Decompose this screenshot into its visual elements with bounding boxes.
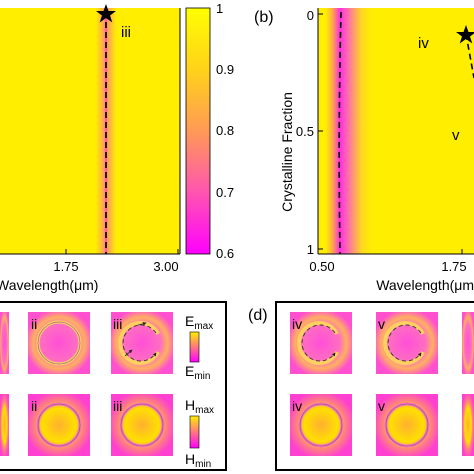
panel-d-label: (d) — [248, 307, 268, 324]
panel-b-star-marker — [456, 25, 474, 44]
panel-a: iii i 1.75 3.00 Wavelength(μm) — [0, 4, 181, 293]
panel-b-x-tick-label: 1.75 — [441, 259, 466, 274]
colorbar: 1 0.9 0.8 0.7 0.6 — [185, 1, 234, 261]
panel-d-e-field-tile-iv: iv — [290, 312, 352, 374]
panel-c-e-max: Emax — [185, 313, 213, 332]
panel-c-partial-tile — [0, 312, 9, 374]
panel-b-x-tick-label: 0.50 — [309, 259, 334, 274]
panel-c-tile-label: iii — [113, 398, 122, 414]
panel-c-e-field-tile-iii: iii — [111, 312, 173, 374]
panel-b-y-tick-label: 0 — [307, 8, 314, 23]
panel-b-second-line — [465, 33, 474, 79]
panel-d-h-field-tile-v: v — [376, 394, 438, 456]
panel-c-frame — [0, 301, 227, 471]
panel-a-map — [0, 8, 180, 254]
panel-a-dip-band — [96, 8, 116, 254]
panel-c-h-field-tile-ii: ii — [28, 394, 90, 456]
panel-d: (d) iv v iv v — [248, 301, 474, 471]
panel-c-tile-label: ii — [31, 316, 37, 332]
panel-b-label: (b) — [254, 9, 274, 26]
panel-b-y-tick-label: 1 — [307, 242, 314, 257]
panel-c-tile-label: ii — [31, 398, 37, 414]
colorbar-tick-label: 0.8 — [216, 123, 234, 138]
panel-c-partial-tile — [0, 394, 9, 456]
panel-c-h-field-tile-iii: iii — [111, 394, 173, 456]
colorbar-tick-label: 0.7 — [216, 185, 234, 200]
panel-c-h-min: Hmin — [185, 451, 211, 470]
colorbar-gradient — [185, 7, 211, 255]
panel-c-e-scale: Emax Emin — [185, 313, 213, 382]
panel-b-marker-v: v — [452, 127, 460, 144]
panel-c-e-field-tile-ii: ii — [28, 312, 90, 374]
panel-d-tile-label: v — [378, 316, 385, 332]
panel-b-resonance-line — [338, 11, 342, 255]
colorbar-tick-label: 0.6 — [216, 246, 234, 261]
panel-a-x-tick-label: 1.75 — [53, 259, 78, 274]
panel-b-map — [318, 8, 474, 254]
panel-d-partial-tile — [462, 394, 474, 456]
panel-b-y-tick-label: 0.5 — [296, 124, 314, 139]
panel-d-tile-label: v — [378, 398, 385, 414]
panel-d-e-field-tile-v: v — [376, 312, 438, 374]
panel-d-h-field-tile-iv: iv — [290, 394, 352, 456]
panel-d-partial-tile — [462, 312, 474, 374]
panel-c-h-scale-bar — [189, 415, 200, 449]
panel-b-x-axis-label: Wavelength(μm — [376, 277, 474, 293]
panel-b: (b) Crystalline Fraction 0 0.5 1 iv v 0.… — [254, 8, 474, 293]
panel-c-h-scale: Hmax Hmin — [185, 397, 214, 470]
panel-b-y-axis-label: Crystalline Fraction — [279, 92, 295, 212]
panel-c-tile-label: iii — [113, 316, 122, 332]
panel-c-e-scale-bar — [189, 331, 200, 363]
panel-d-tile-label: iv — [292, 316, 302, 332]
panel-c: ii iii Emax Emin ii iii — [0, 301, 227, 471]
panel-c-e-min: Emin — [185, 363, 210, 382]
panel-a-x-tick-label: 3.00 — [153, 259, 178, 274]
colorbar-tick-label: 0.9 — [216, 62, 234, 77]
colorbar-tick-label: 1 — [216, 1, 223, 16]
panel-c-h-max: Hmax — [185, 397, 214, 416]
panel-a-star-marker — [96, 4, 116, 23]
panel-b-marker-iv: iv — [418, 35, 429, 52]
panel-a-x-axis-label: Wavelength(μm) — [0, 277, 98, 293]
panel-d-tile-label: iv — [292, 398, 302, 414]
panel-d-frame — [275, 301, 474, 471]
panel-a-marker-iii: iii — [121, 24, 131, 41]
